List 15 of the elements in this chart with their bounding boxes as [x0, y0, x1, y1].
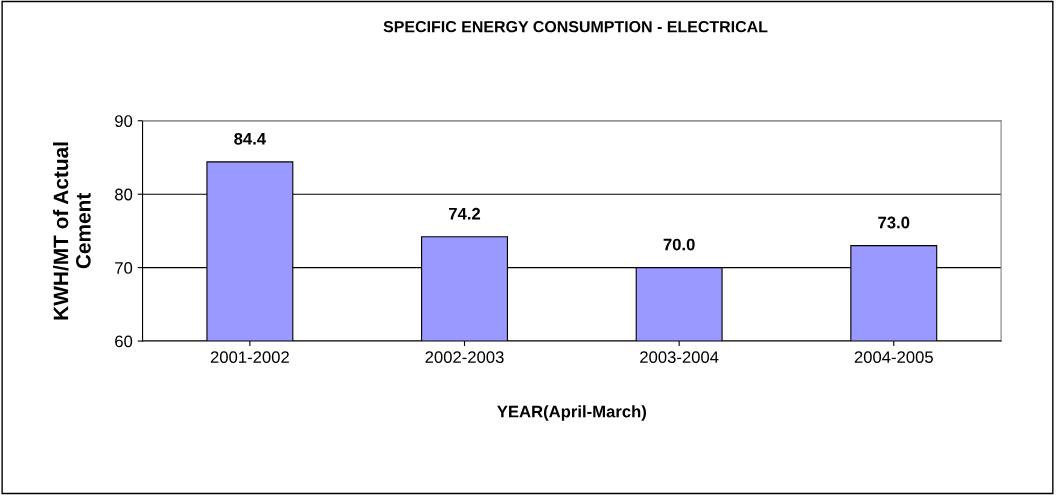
x-tick-label: 2002-2003	[425, 351, 504, 364]
y-tick-label: 60	[115, 335, 133, 348]
y-tick-label: 90	[115, 115, 133, 127]
y-tick-label: 70	[115, 262, 133, 274]
x-tick-label: 2003-2004	[640, 351, 719, 364]
y-axis-title: KWH/MT of Actual Cement	[53, 142, 91, 320]
x-tick-label: 2004-2005	[854, 351, 933, 364]
x-axis-title: YEAR(April-March)	[497, 405, 646, 421]
data-label: 70.0	[663, 238, 695, 251]
data-label: 73.0	[878, 216, 910, 229]
y-tick-label: 80	[115, 188, 133, 201]
data-label: 84.4	[234, 132, 267, 145]
x-tick-label: 2001-2002	[210, 351, 289, 364]
data-label: 74.2	[449, 207, 481, 220]
chart-title: SPECIFIC ENERGY CONSUMPTION - ELECTRICAL	[383, 21, 768, 33]
